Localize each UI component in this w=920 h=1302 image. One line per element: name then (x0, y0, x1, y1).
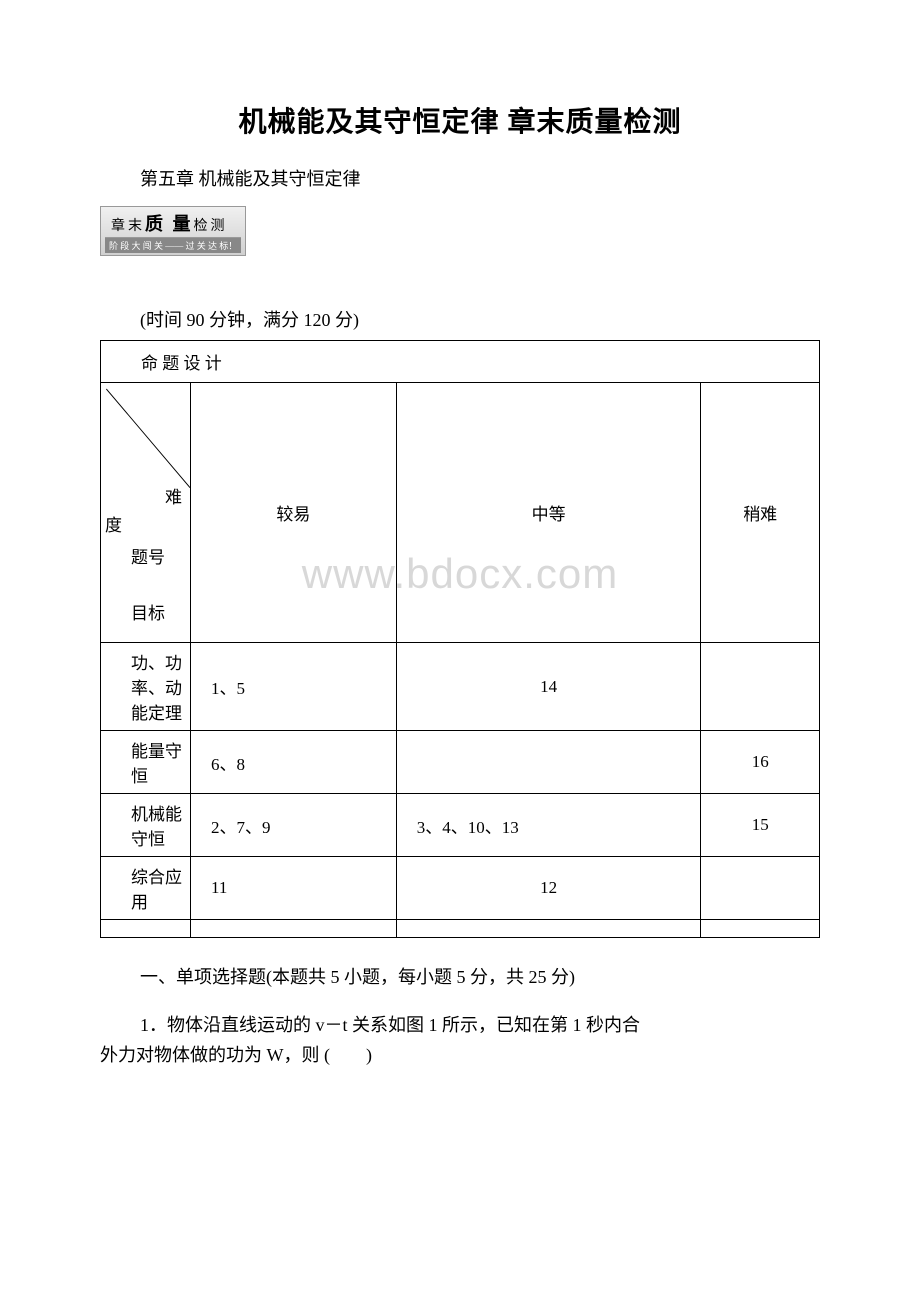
badge-bottom-row: 阶 段 大 闯 关 —— 过 关 达 标！ (105, 238, 241, 253)
cell-medium-4: 12 (396, 857, 701, 920)
empty-cell (701, 920, 820, 938)
empty-cell (396, 920, 701, 938)
cell-medium-2 (396, 731, 701, 794)
table-header-row: 命 题 设 计 (101, 341, 820, 383)
cell-hard-2: 16 (701, 731, 820, 794)
diag-label-target: 目标 (131, 599, 165, 624)
chapter-subtitle: 第五章 机械能及其守恒定律 (140, 165, 820, 191)
badge-text-right: 检测 (194, 219, 228, 234)
diag-label-difficulty-2: 度 (105, 511, 122, 536)
cell-easy-4: 11 (191, 857, 397, 920)
table-empty-row (101, 920, 820, 938)
row-label-2: 能量守恒 (101, 731, 191, 794)
table-header-cell: 命 题 设 计 (101, 341, 820, 383)
table-column-header-row: 难 度 题号 目标 较易 中等 稍难 (101, 383, 820, 643)
badge-big-2: 量 (173, 214, 194, 234)
cell-easy-1: 1、5 (191, 643, 397, 731)
col-header-easy: 较易 (191, 383, 397, 643)
empty-cell (191, 920, 397, 938)
page-content: 机械能及其守恒定律 章末质量检测 第五章 机械能及其守恒定律 章末质 量检测 阶… (100, 100, 820, 1071)
diag-label-number: 题号 (131, 543, 165, 568)
table-row: 综合应用 11 12 (101, 857, 820, 920)
cell-easy-2: 6、8 (191, 731, 397, 794)
cell-medium-3: 3、4、10、13 (396, 794, 701, 857)
cell-hard-1 (701, 643, 820, 731)
cell-medium-1: 14 (396, 643, 701, 731)
row-label-1: 功、功率、动能定理 (101, 643, 191, 731)
table-row: 机械能守恒 2、7、9 3、4、10、13 15 (101, 794, 820, 857)
question-design-table: 命 题 设 计 难 度 题号 目标 较易 中等 稍难 功、功率、动能定理 1、5… (100, 340, 820, 938)
col-header-medium: 中等 (396, 383, 701, 643)
question-1-line-1: 1．物体沿直线运动的 v－t 关系如图 1 所示，已知在第 1 秒内合 (140, 1010, 820, 1041)
time-score-text: (时间 90 分钟，满分 120 分) (140, 306, 820, 332)
cell-easy-3: 2、7、9 (191, 794, 397, 857)
cell-hard-4 (701, 857, 820, 920)
diagonal-header-cell: 难 度 题号 目标 (101, 383, 191, 643)
section-1-heading: 一、单项选择题(本题共 5 小题，每小题 5 分，共 25 分) (140, 963, 820, 992)
table-row: 能量守恒 6、8 16 (101, 731, 820, 794)
badge-top-row: 章末质 量检测 (105, 209, 241, 238)
cell-hard-3: 15 (701, 794, 820, 857)
empty-cell (101, 920, 191, 938)
badge-text-left: 章末 (111, 219, 145, 234)
row-label-4: 综合应用 (101, 857, 191, 920)
badge-big-1: 质 (145, 214, 166, 234)
question-1-line-2: 外力对物体做的功为 W，则 ( ) (100, 1040, 820, 1071)
diag-label-difficulty-1: 难 (165, 483, 182, 508)
table-row: 功、功率、动能定理 1、5 14 (101, 643, 820, 731)
main-title: 机械能及其守恒定律 章末质量检测 (100, 100, 820, 140)
chapter-badge: 章末质 量检测 阶 段 大 闯 关 —— 过 关 达 标！ (100, 206, 246, 256)
col-header-hard: 稍难 (701, 383, 820, 643)
row-label-3: 机械能守恒 (101, 794, 191, 857)
